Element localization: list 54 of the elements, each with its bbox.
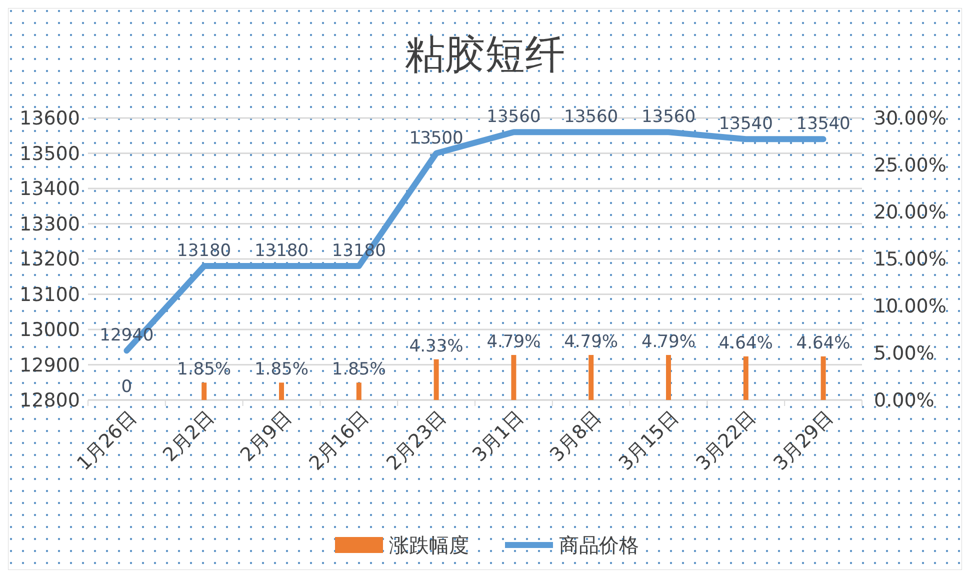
data-label: 4.79% <box>486 332 541 352</box>
bar <box>356 382 362 400</box>
y-tick-label: 13300 <box>20 213 80 236</box>
y-tick-label: 13600 <box>20 108 80 130</box>
x-tick-label: 2月16日 <box>305 406 374 475</box>
y2-tick-label: 10.00% <box>874 296 946 318</box>
x-tick-label: 3月22日 <box>692 406 760 475</box>
x-tick-label: 3月8日 <box>546 406 606 466</box>
y-tick-label: 13000 <box>20 319 80 342</box>
data-label: 0 <box>121 377 132 397</box>
y2-tick-label: 30.00% <box>874 108 946 130</box>
x-tick-label: 2月23日 <box>382 406 451 475</box>
bar <box>434 359 439 400</box>
y2-tick-label: 0.00% <box>874 390 934 412</box>
y-tick-label: 13100 <box>20 284 80 306</box>
data-label: 13540 <box>796 114 850 134</box>
y2-tick-label: 15.00% <box>874 248 946 271</box>
data-label: 13180 <box>177 241 232 262</box>
y2-tick-label: 20.00% <box>874 202 946 224</box>
y-tick-label: 13200 <box>20 248 80 271</box>
data-label: 1.85% <box>177 360 232 380</box>
data-label: 1.85% <box>254 360 309 380</box>
data-label: 13180 <box>254 241 309 262</box>
bar <box>511 354 516 400</box>
bar <box>588 354 594 400</box>
data-label: 1.85% <box>332 360 386 380</box>
legend-label: 商品价格 <box>559 533 639 557</box>
y2-tick-label: 25.00% <box>874 154 946 177</box>
y2-tick-label: 5.00% <box>874 342 934 365</box>
chart-title: 粘胶短纤 <box>405 32 565 78</box>
bar <box>202 382 207 400</box>
x-tick-label: 3月15日 <box>614 406 683 475</box>
bar <box>820 356 826 400</box>
x-tick-label: 3月1日 <box>468 406 528 466</box>
legend-label: 涨跌幅度 <box>389 533 469 557</box>
data-label: 4.64% <box>796 333 850 354</box>
data-label: 4.79% <box>641 332 696 352</box>
bar <box>279 382 284 400</box>
data-label: 4.64% <box>718 333 773 354</box>
bar <box>666 354 671 400</box>
data-label: 4.79% <box>564 332 618 352</box>
data-label: 13540 <box>718 114 773 134</box>
x-tick-label: 3月29日 <box>769 406 838 475</box>
data-label: 13560 <box>564 107 618 128</box>
data-label: 13560 <box>486 107 541 128</box>
data-label: 4.33% <box>409 336 464 356</box>
y-tick-label: 13400 <box>20 178 80 200</box>
y-tick-label: 12900 <box>20 354 80 376</box>
y-tick-label: 13500 <box>20 142 80 165</box>
bar <box>743 356 748 400</box>
x-tick-label: 2月2日 <box>158 406 218 466</box>
x-tick-label: 2月9日 <box>236 406 296 466</box>
data-label: 13560 <box>641 107 696 128</box>
data-label: 13500 <box>409 128 464 148</box>
